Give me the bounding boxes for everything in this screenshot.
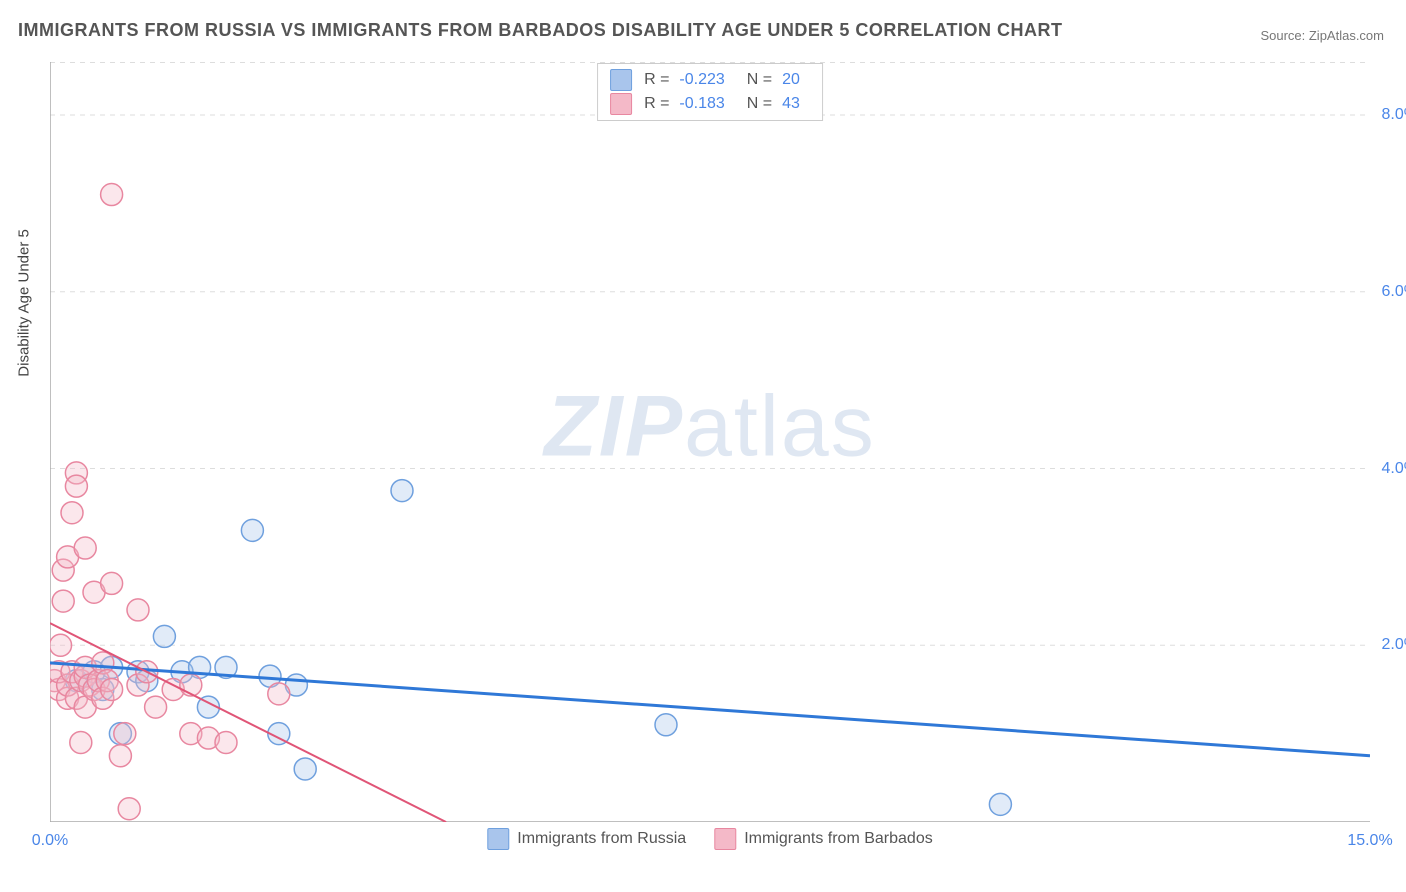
legend-row: R = -0.223 N = 20 xyxy=(610,68,810,92)
legend-swatch-icon xyxy=(610,69,632,91)
series-legend: Immigrants from Russia Immigrants from Ba… xyxy=(487,828,932,850)
legend-row: R = -0.183 N = 43 xyxy=(610,92,810,116)
y-tick-label: 4.0% xyxy=(1382,460,1406,478)
legend-swatch-icon xyxy=(714,828,736,850)
y-tick-label: 8.0% xyxy=(1382,106,1406,124)
legend-R-label: R = xyxy=(644,95,669,113)
source-prefix: Source: xyxy=(1260,28,1308,43)
chart-title: IMMIGRANTS FROM RUSSIA VS IMMIGRANTS FRO… xyxy=(18,20,1063,41)
legend-N-label: N = xyxy=(747,95,772,113)
correlation-legend: R = -0.223 N = 20 R = -0.183 N = 43 xyxy=(597,63,823,121)
legend-R-label: R = xyxy=(644,71,669,89)
legend-N-label: N = xyxy=(747,71,772,89)
series-legend-item: Immigrants from Barbados xyxy=(714,828,933,850)
legend-N-value: 20 xyxy=(782,71,800,89)
legend-R-value: -0.223 xyxy=(679,71,724,89)
y-tick-label: 6.0% xyxy=(1382,283,1406,301)
legend-swatch-icon xyxy=(610,93,632,115)
scatter-plot xyxy=(50,62,1370,822)
series-legend-label: Immigrants from Barbados xyxy=(744,830,933,848)
y-axis-label: Disability Age Under 5 xyxy=(16,229,33,377)
x-tick-label: 15.0% xyxy=(1347,832,1392,850)
legend-swatch-icon xyxy=(487,828,509,850)
source-label: Source: ZipAtlas.com xyxy=(1260,28,1384,43)
x-tick-label: 0.0% xyxy=(32,832,68,850)
source-name: ZipAtlas.com xyxy=(1309,28,1384,43)
series-legend-label: Immigrants from Russia xyxy=(517,830,686,848)
legend-N-value: 43 xyxy=(782,95,800,113)
y-tick-label: 2.0% xyxy=(1382,636,1406,654)
legend-R-value: -0.183 xyxy=(679,95,724,113)
chart-area: Disability Age Under 5 ZIPatlas 2.0%4.0%… xyxy=(50,62,1370,822)
series-legend-item: Immigrants from Russia xyxy=(487,828,686,850)
